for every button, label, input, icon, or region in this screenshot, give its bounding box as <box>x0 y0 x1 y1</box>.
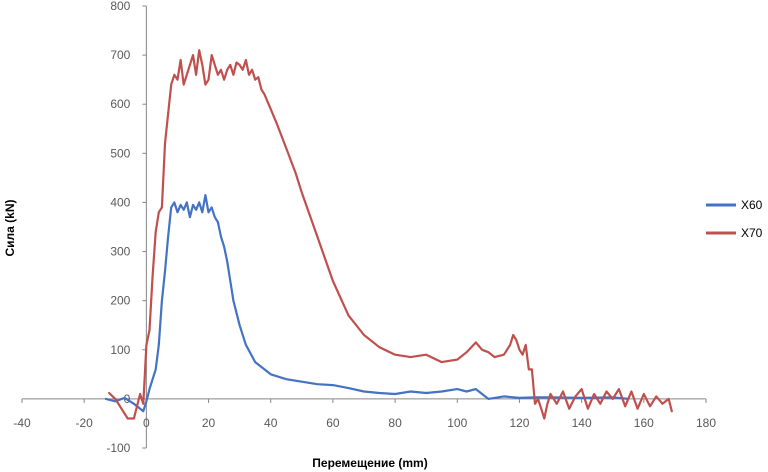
x-axis-title: Перемещение (mm) <box>312 456 427 470</box>
y-tick-label: 800 <box>110 0 130 13</box>
y-tick-label: 100 <box>110 343 130 357</box>
x-tick-label: 180 <box>696 416 716 430</box>
y-tick-label: 200 <box>110 294 130 308</box>
x-tick-label: 80 <box>388 416 402 430</box>
y-tick-label: -100 <box>106 441 130 455</box>
x-tick-label: 140 <box>572 416 592 430</box>
series-line-x60 <box>104 194 630 413</box>
series-lines <box>104 49 673 420</box>
x-tick-label: 120 <box>509 416 529 430</box>
x-tick-label: 160 <box>634 416 654 430</box>
x-tick-label: 40 <box>264 416 278 430</box>
y-axis-ticks: -100 0 100 200 300 400 500 600 700 800 <box>106 0 147 455</box>
y-tick-label: 700 <box>110 48 130 62</box>
x-axis-ticks: -40 -20 0 20 40 60 80 100 120 140 160 180 <box>13 398 716 430</box>
legend-label-x60: X60 <box>741 198 763 212</box>
x-tick-label: 20 <box>202 416 216 430</box>
plot-area <box>22 6 706 448</box>
x-tick-label: 60 <box>326 416 340 430</box>
legend-label-x70: X70 <box>741 226 763 240</box>
y-axis-title: Сила (kN) <box>3 199 17 256</box>
y-tick-label: 400 <box>110 195 130 209</box>
y-tick-label: 600 <box>110 97 130 111</box>
legend: X60 X70 <box>706 198 763 240</box>
x-tick-label: -20 <box>76 416 94 430</box>
x-tick-label: -40 <box>13 416 31 430</box>
y-tick-label: 500 <box>110 146 130 160</box>
y-tick-label: 300 <box>110 245 130 259</box>
x-tick-label: 0 <box>143 416 150 430</box>
x-tick-label: 100 <box>447 416 467 430</box>
series-line-x70 <box>107 49 673 420</box>
